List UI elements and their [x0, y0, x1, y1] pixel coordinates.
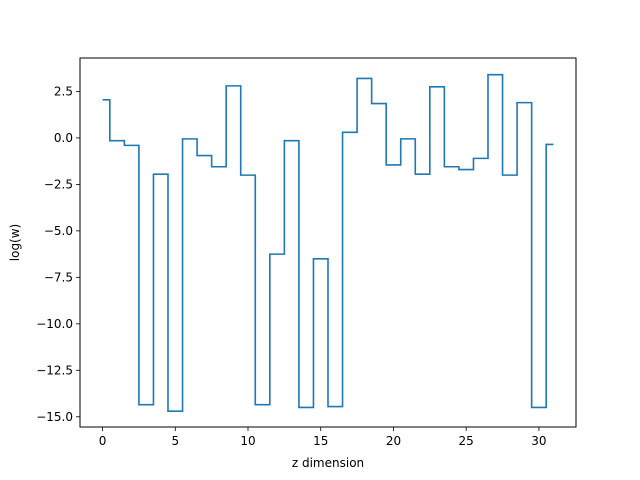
y-tick-label: 2.5 — [54, 84, 73, 98]
x-tick-label: 0 — [99, 434, 107, 448]
y-tick-label: −12.5 — [36, 363, 73, 377]
plot-frame — [79, 57, 577, 428]
x-axis: 0 5 10 15 20 25 30 — [99, 427, 547, 448]
x-axis-label: z dimension — [292, 456, 364, 470]
y-tick-label: 0.0 — [54, 131, 73, 145]
y-tick-label: −5.0 — [44, 224, 73, 238]
y-axis: 2.5 0.0 −2.5 −5.0 −7.5 −10.0 −12.5 −15.0 — [36, 84, 80, 424]
series-layer — [102, 73, 554, 412]
series-line-0 — [102, 73, 554, 412]
x-tick-label: 20 — [386, 434, 401, 448]
y-tick-label: −10.0 — [36, 317, 73, 331]
y-tick-label: −15.0 — [36, 410, 73, 424]
y-tick-label: −7.5 — [44, 270, 73, 284]
x-tick-label: 5 — [171, 434, 179, 448]
x-tick-label: 30 — [531, 434, 546, 448]
y-tick-label: −2.5 — [44, 177, 73, 191]
x-tick-label: 15 — [313, 434, 328, 448]
x-tick-label: 25 — [459, 434, 474, 448]
x-tick-label: 10 — [240, 434, 255, 448]
y-axis-label: log(w) — [8, 224, 22, 261]
